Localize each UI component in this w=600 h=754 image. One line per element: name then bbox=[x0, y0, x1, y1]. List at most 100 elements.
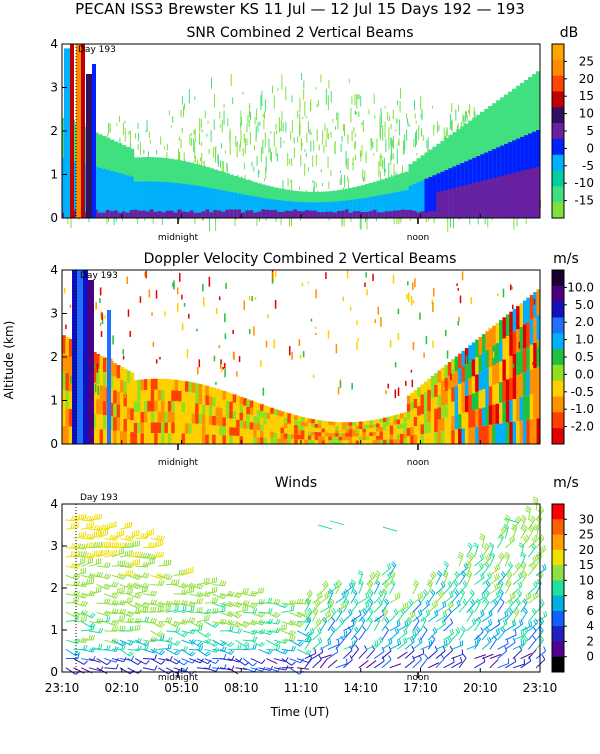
doppler-velocity-cell bbox=[284, 423, 288, 428]
doppler-scatter-point bbox=[70, 376, 72, 383]
colorbar-swatch bbox=[552, 186, 564, 202]
snr-echo-streak bbox=[363, 120, 364, 132]
doppler-velocity-cell bbox=[342, 433, 346, 437]
doppler-velocity-cell bbox=[366, 440, 370, 444]
doppler-scatter-point bbox=[398, 333, 400, 340]
snr-echo-streak bbox=[219, 112, 220, 119]
wind-barb bbox=[182, 659, 196, 664]
snr-echo-streak bbox=[346, 151, 347, 165]
snr-echo-streak bbox=[368, 109, 369, 114]
doppler-scatter-point bbox=[267, 314, 269, 318]
doppler-scatter-point bbox=[445, 330, 447, 336]
doppler-scatter-point bbox=[130, 331, 132, 337]
doppler-velocity-cell bbox=[520, 374, 524, 397]
doppler-scatter-point bbox=[236, 371, 238, 376]
doppler-velocity-cell bbox=[141, 412, 145, 423]
doppler-velocity-cell bbox=[499, 320, 503, 341]
doppler-velocity-cell bbox=[175, 423, 179, 434]
doppler-velocity-cell bbox=[328, 440, 332, 444]
doppler-velocity-cell bbox=[188, 382, 192, 392]
doppler-velocity-cell bbox=[195, 404, 199, 414]
doppler-velocity-cell bbox=[356, 437, 360, 441]
colorbar-swatch bbox=[552, 155, 564, 171]
doppler-velocity-cell bbox=[407, 412, 411, 420]
wind-barb bbox=[66, 597, 79, 603]
doppler-scatter-point bbox=[395, 362, 397, 367]
doppler-velocity-cell bbox=[103, 430, 107, 444]
wind-barb bbox=[251, 588, 264, 594]
doppler-velocity-cell bbox=[383, 440, 387, 444]
doppler-velocity-cell bbox=[390, 430, 394, 435]
wind-barb bbox=[482, 562, 489, 576]
wind-barb bbox=[505, 608, 512, 621]
snr-echo-streak bbox=[437, 121, 438, 133]
doppler-velocity-cell bbox=[407, 428, 411, 436]
doppler-scatter-point bbox=[272, 279, 274, 284]
doppler-scatter-point bbox=[127, 277, 129, 284]
doppler-velocity-cell bbox=[257, 410, 261, 417]
doppler-velocity-cell bbox=[182, 433, 186, 444]
doppler-velocity-cell bbox=[520, 350, 524, 373]
doppler-velocity-cell bbox=[410, 393, 414, 402]
doppler-velocity-cell bbox=[274, 432, 278, 438]
doppler-velocity-cell bbox=[250, 401, 254, 408]
doppler-velocity-cell bbox=[154, 390, 158, 401]
snr-echo-streak bbox=[382, 126, 383, 141]
doppler-velocity-cell bbox=[164, 390, 168, 401]
snr-echo-streak bbox=[299, 98, 300, 113]
doppler-velocity-cell bbox=[62, 372, 66, 390]
snr-surface-layer bbox=[424, 212, 428, 218]
doppler-velocity-cell bbox=[526, 322, 530, 346]
doppler-velocity-cell bbox=[130, 396, 134, 408]
doppler-velocity-cell bbox=[356, 440, 360, 444]
doppler-velocity-cell bbox=[164, 379, 168, 390]
doppler-velocity-cell bbox=[441, 431, 445, 444]
doppler-scatter-point bbox=[224, 369, 226, 377]
doppler-velocity-cell bbox=[444, 431, 448, 444]
doppler-velocity-cell bbox=[253, 416, 257, 423]
doppler-velocity-cell bbox=[257, 403, 261, 410]
snr-echo-streak bbox=[276, 131, 277, 134]
doppler-velocity-cell bbox=[199, 414, 203, 424]
doppler-velocity-cell bbox=[397, 424, 401, 429]
snr-echo-streak bbox=[360, 153, 361, 161]
snr-echo-streak bbox=[146, 130, 147, 132]
snr-echo-streak bbox=[331, 132, 332, 138]
snr-echo-streak bbox=[266, 156, 267, 171]
doppler-scatter-point bbox=[153, 342, 155, 347]
snr-surface-layer bbox=[193, 213, 197, 218]
colorbar-swatch bbox=[552, 580, 564, 596]
doppler-velocity-cell bbox=[274, 421, 278, 427]
doppler-velocity-cell bbox=[479, 408, 483, 426]
snr-surface-layer bbox=[221, 212, 225, 218]
doppler-velocity-cell bbox=[226, 427, 230, 436]
snr-echo-streak bbox=[355, 133, 356, 137]
doppler-velocity-cell bbox=[441, 380, 445, 393]
doppler-scatter-point bbox=[340, 381, 342, 388]
doppler-velocity-cell bbox=[328, 425, 332, 429]
snr-echo-streak bbox=[334, 142, 335, 154]
snr-echo-streak bbox=[222, 120, 223, 133]
doppler-scatter-point bbox=[470, 297, 472, 304]
wind-barb bbox=[274, 638, 288, 643]
doppler-velocity-cell bbox=[277, 410, 281, 416]
snr-surface-layer bbox=[325, 212, 329, 218]
doppler-velocity-cell bbox=[250, 437, 254, 444]
doppler-velocity-cell bbox=[127, 407, 131, 419]
doppler-velocity-cell bbox=[523, 348, 527, 372]
snr-echo-streak bbox=[249, 103, 250, 108]
snr-echo-streak bbox=[302, 143, 303, 146]
snr-echo-streak bbox=[355, 155, 356, 161]
doppler-velocity-cell bbox=[485, 425, 489, 444]
doppler-velocity-cell bbox=[472, 393, 476, 410]
doppler-velocity-cell bbox=[270, 414, 274, 420]
doppler-scatter-point bbox=[255, 297, 256, 300]
doppler-velocity-cell bbox=[520, 303, 524, 326]
colorbar-swatch bbox=[552, 519, 564, 535]
snr-echo-streak bbox=[247, 123, 248, 132]
doppler-velocity-cell bbox=[417, 406, 421, 415]
snr-echo-streak bbox=[328, 80, 329, 89]
doppler-velocity-cell bbox=[516, 306, 520, 329]
wind-barb bbox=[120, 522, 132, 530]
